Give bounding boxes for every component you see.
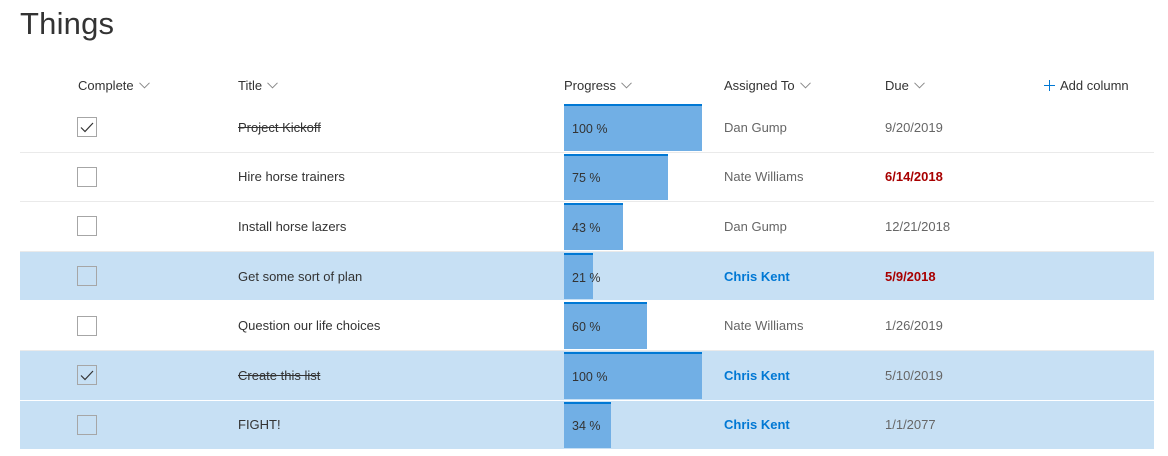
progress-cell: 43 % xyxy=(564,202,704,251)
progress-cell: 21 % xyxy=(564,252,704,301)
due-date-cell: 5/10/2019 xyxy=(885,367,943,383)
title-cell[interactable]: Hire horse trainers xyxy=(238,169,345,185)
complete-cell xyxy=(77,401,97,450)
column-header-assigned-to[interactable]: Assigned To xyxy=(724,70,811,100)
due-date-cell: 6/14/2018 xyxy=(885,169,943,185)
complete-checkbox[interactable] xyxy=(77,365,97,386)
page-title: Things xyxy=(20,6,115,41)
due-date-cell: 9/20/2019 xyxy=(885,119,943,135)
assigned-to-cell[interactable]: Dan Gump xyxy=(724,218,787,234)
assigned-to-cell[interactable]: Nate Williams xyxy=(724,169,804,185)
progress-cell: 75 % xyxy=(564,153,704,202)
title-cell[interactable]: FIGHT! xyxy=(238,417,281,433)
complete-checkbox[interactable] xyxy=(77,117,97,138)
chevron-down-icon xyxy=(799,81,811,89)
progress-cell: 100 % xyxy=(564,103,704,152)
progress-bar xyxy=(564,252,593,300)
column-header-title[interactable]: Title xyxy=(238,70,278,100)
complete-cell xyxy=(77,301,97,350)
progress-cell: 34 % xyxy=(564,401,704,450)
column-header-label: Assigned To xyxy=(724,77,795,93)
column-header-complete[interactable]: Complete xyxy=(78,70,150,100)
assigned-to-cell[interactable]: Chris Kent xyxy=(724,268,790,284)
due-date-cell: 12/21/2018 xyxy=(885,218,951,234)
progress-bar xyxy=(564,351,702,399)
progress-cell: 60 % xyxy=(564,301,704,350)
complete-cell xyxy=(77,103,97,152)
checkmark-icon xyxy=(80,122,94,133)
progress-bar xyxy=(564,104,702,151)
assigned-to-cell[interactable]: Dan Gump xyxy=(724,119,787,135)
assigned-to-cell[interactable]: Chris Kent xyxy=(724,417,790,433)
checkmark-icon xyxy=(80,370,94,381)
progress-label: 75 % xyxy=(572,171,601,186)
chevron-down-icon xyxy=(621,81,632,89)
complete-checkbox[interactable] xyxy=(77,216,97,237)
complete-cell xyxy=(77,252,97,301)
progress-label: 34 % xyxy=(572,419,601,434)
list-row[interactable]: Get some sort of plan 21 % Chris Kent 5/9/2… xyxy=(20,251,1154,302)
list-header: Complete Title Progress Assigned To Due … xyxy=(20,70,1154,100)
list-row[interactable]: Create this list 100 % Chris Kent 5/10/2019 xyxy=(20,350,1154,401)
progress-label: 43 % xyxy=(572,220,601,235)
list-row[interactable]: Question our life choices 60 % Nate Willia… xyxy=(20,301,1154,351)
plus-icon xyxy=(1044,79,1055,91)
list-row[interactable]: Hire horse trainers 75 % Nate Williams 6/14… xyxy=(20,152,1154,203)
complete-checkbox[interactable] xyxy=(77,414,97,435)
assigned-to-cell[interactable]: Nate Williams xyxy=(724,318,804,334)
list-row[interactable]: Install horse lazers 43 % Dan Gump 12/21/20… xyxy=(20,202,1154,252)
due-date-cell: 5/9/2018 xyxy=(885,268,936,284)
complete-checkbox[interactable] xyxy=(77,166,97,187)
progress-label: 100 % xyxy=(572,369,608,384)
title-cell[interactable]: Project Kickoff xyxy=(238,119,321,135)
add-column-button[interactable]: Add column xyxy=(1044,70,1129,100)
complete-cell xyxy=(77,202,97,251)
progress-bar xyxy=(564,401,611,449)
column-header-label: Complete xyxy=(78,77,134,93)
list-row[interactable]: FIGHT! 34 % Chris Kent 1/1/2077 xyxy=(20,400,1154,451)
complete-cell xyxy=(77,153,97,202)
chevron-down-icon xyxy=(138,81,150,89)
title-cell[interactable]: Get some sort of plan xyxy=(238,268,363,284)
column-header-due[interactable]: Due xyxy=(885,70,925,100)
list-row[interactable]: Project Kickoff 100 % Dan Gump 9/20/2019 xyxy=(20,103,1154,153)
progress-label: 60 % xyxy=(572,320,601,335)
due-date-cell: 1/26/2019 xyxy=(885,318,943,334)
complete-checkbox[interactable] xyxy=(77,266,97,287)
title-cell[interactable]: Question our life choices xyxy=(238,318,381,334)
column-header-progress[interactable]: Progress xyxy=(564,70,632,100)
title-cell[interactable]: Create this list xyxy=(238,367,321,383)
title-cell[interactable]: Install horse lazers xyxy=(238,218,347,234)
column-header-label: Progress xyxy=(564,77,617,93)
progress-label: 21 % xyxy=(572,270,601,285)
chevron-down-icon xyxy=(914,81,925,89)
column-header-label: Due xyxy=(885,77,909,93)
assigned-to-cell[interactable]: Chris Kent xyxy=(724,367,790,383)
due-date-cell: 1/1/2077 xyxy=(885,417,936,433)
progress-label: 100 % xyxy=(572,121,608,136)
column-header-label: Title xyxy=(238,77,263,93)
list-body: Project Kickoff 100 % Dan Gump 9/20/2019 Hir… xyxy=(20,103,1154,451)
progress-bar xyxy=(564,302,647,349)
progress-cell: 100 % xyxy=(564,351,704,400)
complete-checkbox[interactable] xyxy=(77,315,97,336)
progress-bar xyxy=(564,153,668,201)
progress-bar xyxy=(564,203,624,250)
chevron-down-icon xyxy=(267,81,278,89)
add-column-label: Add column xyxy=(1060,77,1129,93)
complete-cell xyxy=(77,351,97,400)
